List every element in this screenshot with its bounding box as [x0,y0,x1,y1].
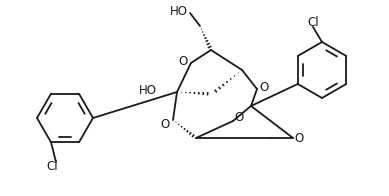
Text: Cl: Cl [46,160,58,172]
Text: O: O [179,54,187,67]
Text: HO: HO [139,83,157,96]
Text: Cl: Cl [307,15,319,28]
Text: O: O [235,111,244,123]
Text: HO: HO [170,5,188,17]
Text: O: O [259,81,269,93]
Text: O: O [294,132,304,144]
Text: O: O [160,117,170,131]
